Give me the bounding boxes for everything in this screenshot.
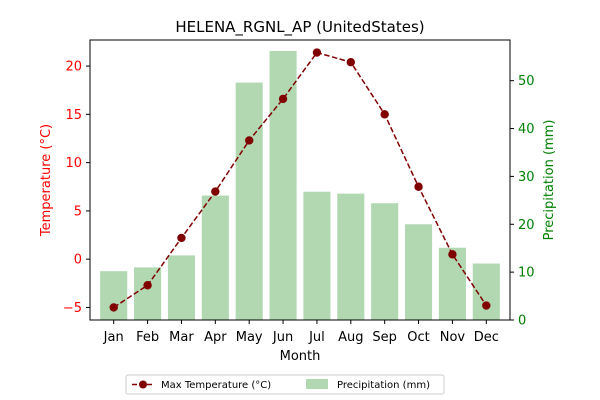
plot-frame [89,39,511,321]
right-axis-tick-label: 30 [518,170,535,185]
left-axis-tick-label: 20 [65,60,82,75]
precipitation-bar-mar [167,255,195,320]
x-axis-tick-label: Jul [308,330,325,345]
precipitation-bar-feb [134,267,162,320]
temperature-point-jun [278,94,288,104]
left-axis-tick-label: 10 [65,156,82,171]
left-axis-tick-label: 0 [74,253,82,268]
left-axis-tick-label: 15 [65,108,82,123]
chart-title: HELENA_RGNL_AP (UnitedStates) [175,18,424,37]
temperature-line [109,48,491,312]
temperature-point-feb [143,281,152,290]
legend-label-temperature: Max Temperature (°C) [161,380,271,391]
right-axis-tick-label: 10 [518,266,535,281]
legend-bar-swatch [306,379,328,389]
x-axis-tick-label: Mar [169,330,194,345]
temperature-point-nov [448,250,457,259]
left-axis: −5 0 5 10 15 20 [63,60,90,316]
legend-label-precipitation: Precipitation (mm) [337,380,430,391]
x-axis-tick-label: Nov [440,330,466,345]
x-axis-tick-label: May [236,330,263,345]
precipitation-bars [100,51,500,321]
left-axis-tick-label: 5 [74,204,82,219]
temperature-point-aug [346,58,356,67]
temperature-point-may [244,136,254,145]
precipitation-bar-oct [405,224,433,320]
precipitation-bar-nov [438,247,466,320]
x-axis: Jan Feb Mar Apr May Jun Jul Aug Sep Oct Nov Dec [103,320,499,345]
x-axis-tick-label: Oct [407,330,429,345]
x-axis-tick-label: Sep [372,330,397,345]
temperature-line-path [113,51,487,309]
precipitation-bar-aug [337,193,365,320]
right-axis-tick-label: 0 [518,314,526,329]
precipitation-bar-jun [269,51,297,321]
legend-box [125,374,445,395]
precipitation-bar-apr [201,195,229,320]
x-axis-tick-label: Feb [136,330,159,345]
x-axis-tick-label: Jun [272,330,293,345]
precipitation-bar-may [235,82,263,320]
right-axis-tick-label: 40 [518,122,535,137]
x-axis-tick-label: Aug [338,330,363,345]
temperature-point-sep [380,110,389,119]
precipitation-bar-jan [100,271,128,320]
right-axis: 0 10 20 30 40 50 [510,74,535,329]
x-axis-label: Month [280,349,321,364]
temperature-point-jul [312,48,322,57]
temperature-point-jan [109,303,118,312]
x-axis-tick-label: Dec [474,330,499,345]
precipitation-bar-sep [371,203,399,320]
right-axis-tick-label: 50 [518,74,535,89]
temperature-point-apr [211,187,220,196]
x-axis-tick-label: Apr [204,330,227,345]
legend: Max Temperature (°C) Precipitation (mm) [125,374,445,395]
right-axis-label: Precipitation (mm) [542,120,557,241]
legend-line-marker [139,380,147,389]
left-axis-label: Temperature (°C) [39,124,54,237]
precipitation-bar-jul [303,191,331,320]
right-axis-tick-label: 20 [518,218,535,233]
x-axis-tick-label: Jan [103,330,124,345]
temperature-point-dec [482,301,491,310]
temperature-point-oct [414,182,423,191]
left-axis-tick-label: −5 [63,301,82,316]
temperature-point-mar [177,233,186,243]
